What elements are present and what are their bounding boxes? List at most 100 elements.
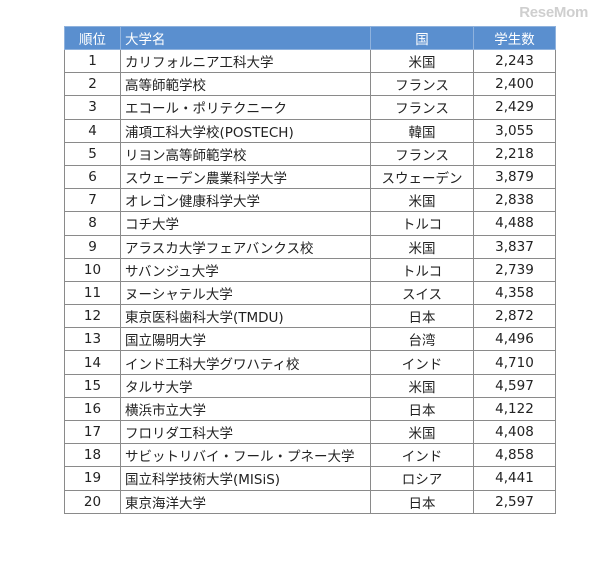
cell-students: 2,872 <box>473 304 556 329</box>
cell-students: 4,358 <box>473 280 556 306</box>
cell-rank: 9 <box>64 234 121 259</box>
cell-country: 日本 <box>370 489 474 514</box>
cell-rank: 7 <box>64 188 121 213</box>
table-row: 13 国立陽明大学 台湾 4,496 <box>64 327 556 352</box>
cell-university-name: エコール・ポリテクニーク <box>120 95 371 120</box>
table-row: 12 東京医科歯科大学(TMDU) 日本 2,872 <box>64 304 556 329</box>
cell-rank: 13 <box>64 327 121 352</box>
cell-country: フランス <box>370 72 474 97</box>
cell-university-name: タルサ大学 <box>120 373 371 398</box>
cell-university-name: 浦項工科大学校(POSTECH) <box>120 118 371 143</box>
cell-rank: 1 <box>64 48 121 74</box>
cell-rank: 19 <box>64 466 121 491</box>
cell-students: 3,879 <box>473 164 556 190</box>
cell-university-name: 国立科学技術大学(MISiS) <box>120 466 371 491</box>
cell-university-name: 国立陽明大学 <box>120 327 371 352</box>
table-row: 4 浦項工科大学校(POSTECH) 韓国 3,055 <box>64 118 556 143</box>
cell-country: スイス <box>370 280 474 306</box>
cell-country: 台湾 <box>370 327 474 352</box>
table-row: 3 エコール・ポリテクニーク フランス 2,429 <box>64 95 556 120</box>
cell-country: トルコ <box>370 257 474 282</box>
cell-students: 4,597 <box>473 373 556 398</box>
header-university-name: 大学名 <box>120 26 371 50</box>
cell-university-name: 東京海洋大学 <box>120 489 371 514</box>
cell-university-name: インド工科大学グワハティ校 <box>120 350 371 375</box>
cell-university-name: 東京医科歯科大学(TMDU) <box>120 304 371 329</box>
cell-rank: 15 <box>64 373 121 398</box>
table-row: 8 コチ大学 トルコ 4,488 <box>64 211 556 236</box>
cell-rank: 16 <box>64 396 121 422</box>
cell-country: 米国 <box>370 188 474 213</box>
cell-rank: 6 <box>64 164 121 190</box>
cell-university-name: コチ大学 <box>120 211 371 236</box>
cell-country: 日本 <box>370 304 474 329</box>
table-row: 19 国立科学技術大学(MISiS) ロシア 4,441 <box>64 466 556 491</box>
cell-students: 2,218 <box>473 141 556 166</box>
cell-rank: 3 <box>64 95 121 120</box>
cell-country: インド <box>370 443 474 468</box>
cell-country: トルコ <box>370 211 474 236</box>
table-row: 11 ヌーシャテル大学 スイス 4,358 <box>64 280 556 306</box>
table-row: 9 アラスカ大学フェアバンクス校 米国 3,837 <box>64 234 556 259</box>
cell-rank: 5 <box>64 141 121 166</box>
table-row: 2 高等師範学校 フランス 2,400 <box>64 72 556 97</box>
cell-students: 4,858 <box>473 443 556 468</box>
cell-students: 3,055 <box>473 118 556 143</box>
cell-rank: 11 <box>64 280 121 306</box>
table-row: 16 横浜市立大学 日本 4,122 <box>64 396 556 422</box>
cell-country: 日本 <box>370 396 474 422</box>
cell-rank: 18 <box>64 443 121 468</box>
cell-rank: 10 <box>64 257 121 282</box>
table-row: 5 リヨン高等師範学校 フランス 2,218 <box>64 141 556 166</box>
table-row: 15 タルサ大学 米国 4,597 <box>64 373 556 398</box>
cell-university-name: カリフォルニア工科大学 <box>120 48 371 74</box>
cell-university-name: サビットリバイ・フール・プネー大学 <box>120 443 371 468</box>
header-country: 国 <box>370 26 474 50</box>
header-row: 順位 大学名 国 学生数 <box>64 26 556 50</box>
cell-rank: 4 <box>64 118 121 143</box>
cell-students: 2,243 <box>473 48 556 74</box>
cell-university-name: サバンジュ大学 <box>120 257 371 282</box>
cell-country: 韓国 <box>370 118 474 143</box>
table-row: 7 オレゴン健康科学大学 米国 2,838 <box>64 188 556 213</box>
cell-country: 米国 <box>370 419 474 445</box>
cell-rank: 17 <box>64 419 121 445</box>
cell-students: 2,429 <box>473 95 556 120</box>
table-row: 18 サビットリバイ・フール・プネー大学 インド 4,858 <box>64 443 556 468</box>
resemom-watermark: ReseMom <box>519 4 588 21</box>
cell-students: 2,739 <box>473 257 556 282</box>
table-row: 20 東京海洋大学 日本 2,597 <box>64 489 556 514</box>
cell-country: スウェーデン <box>370 164 474 190</box>
cell-country: 米国 <box>370 234 474 259</box>
table-row: 17 フロリダ工科大学 米国 4,408 <box>64 419 556 445</box>
cell-university-name: スウェーデン農業科学大学 <box>120 164 371 190</box>
cell-rank: 12 <box>64 304 121 329</box>
cell-rank: 8 <box>64 211 121 236</box>
cell-university-name: 高等師範学校 <box>120 72 371 97</box>
cell-university-name: アラスカ大学フェアバンクス校 <box>120 234 371 259</box>
header-rank: 順位 <box>64 26 121 50</box>
ranking-table: 順位 大学名 国 学生数 1 カリフォルニア工科大学 米国 2,243 2 高等師範学校フ… <box>64 26 556 514</box>
cell-rank: 14 <box>64 350 121 375</box>
table-row: 10 サバンジュ大学 トルコ 2,739 <box>64 257 556 282</box>
cell-university-name: リヨン高等師範学校 <box>120 141 371 166</box>
table-row: 6 スウェーデン農業科学大学 スウェーデン 3,879 <box>64 164 556 190</box>
table-body: 1 カリフォルニア工科大学 米国 2,243 2 高等師範学校 フランス 2,400 3 エコール… <box>64 48 556 514</box>
cell-university-name: 横浜市立大学 <box>120 396 371 422</box>
table-header: 順位 大学名 国 学生数 <box>64 26 556 50</box>
cell-students: 4,122 <box>473 396 556 422</box>
cell-students: 4,441 <box>473 466 556 491</box>
cell-students: 4,710 <box>473 350 556 375</box>
cell-students: 4,408 <box>473 419 556 445</box>
header-students: 学生数 <box>473 26 556 50</box>
cell-country: ロシア <box>370 466 474 491</box>
cell-students: 2,838 <box>473 188 556 213</box>
cell-country: 米国 <box>370 48 474 74</box>
cell-country: フランス <box>370 141 474 166</box>
cell-country: 米国 <box>370 373 474 398</box>
cell-students: 3,837 <box>473 234 556 259</box>
cell-university-name: ヌーシャテル大学 <box>120 280 371 306</box>
cell-students: 2,400 <box>473 72 556 97</box>
cell-country: インド <box>370 350 474 375</box>
table-row: 14 インド工科大学グワハティ校 インド 4,710 <box>64 350 556 375</box>
